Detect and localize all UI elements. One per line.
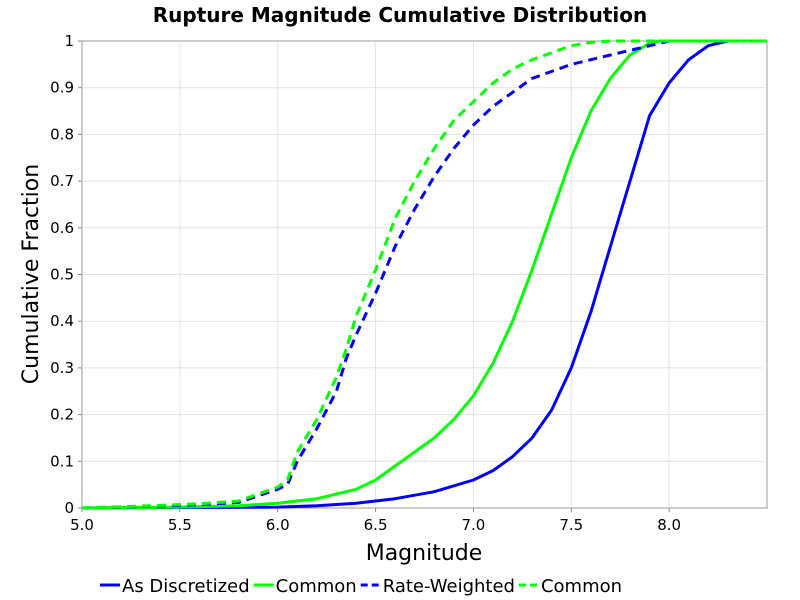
x-tick-label: 5.5 [168, 516, 192, 534]
legend-label: Common [276, 576, 357, 597]
y-tick-label: 0.3 [50, 359, 74, 377]
y-tick-label: 0.9 [50, 79, 74, 97]
x-tick-label: 6.5 [364, 516, 388, 534]
y-tick-label: 0.6 [50, 219, 74, 237]
chart-title: Rupture Magnitude Cumulative Distributio… [153, 3, 648, 27]
y-tick-label: 0.1 [50, 452, 74, 470]
y-tick-label: 0.8 [50, 125, 74, 143]
y-axis-label: Cumulative Fraction [19, 164, 44, 384]
legend: As Discretized Common Rate-Weighted Common [100, 576, 622, 597]
x-tick-label: 6.0 [266, 516, 290, 534]
y-tick-label: 1 [64, 32, 74, 50]
y-tick-label: 0 [64, 499, 74, 517]
legend-label: As Discretized [122, 576, 250, 597]
series-line-solid-0 [81, 39, 767, 510]
series-line-solid-1 [81, 39, 767, 510]
grid [82, 41, 767, 508]
x-tick-label: 7.0 [461, 516, 485, 534]
y-tick-label: 0.4 [50, 312, 74, 330]
y-tick-label: 0.2 [50, 406, 74, 424]
legend-label: Rate-Weighted [383, 576, 515, 597]
y-axis-ticks: 0 0.1 0.2 0.3 0.4 0.5 0.6 0.7 0.8 0.9 1 [50, 32, 82, 517]
plot-area [81, 39, 768, 510]
x-axis-ticks: 5.0 5.5 6.0 6.5 7.0 7.5 8.0 [70, 508, 681, 534]
x-tick-label: 8.0 [657, 516, 681, 534]
series-line-dashed-2 [81, 39, 767, 510]
y-tick-label: 0.5 [50, 266, 74, 284]
x-axis-label: Magnitude [366, 541, 483, 566]
x-tick-label: 7.5 [559, 516, 583, 534]
legend-label: Common [541, 576, 622, 597]
series-layer [81, 39, 767, 510]
series-line-dashed-3 [81, 39, 767, 510]
y-tick-label: 0.7 [50, 172, 74, 190]
x-tick-label: 5.0 [70, 516, 94, 534]
